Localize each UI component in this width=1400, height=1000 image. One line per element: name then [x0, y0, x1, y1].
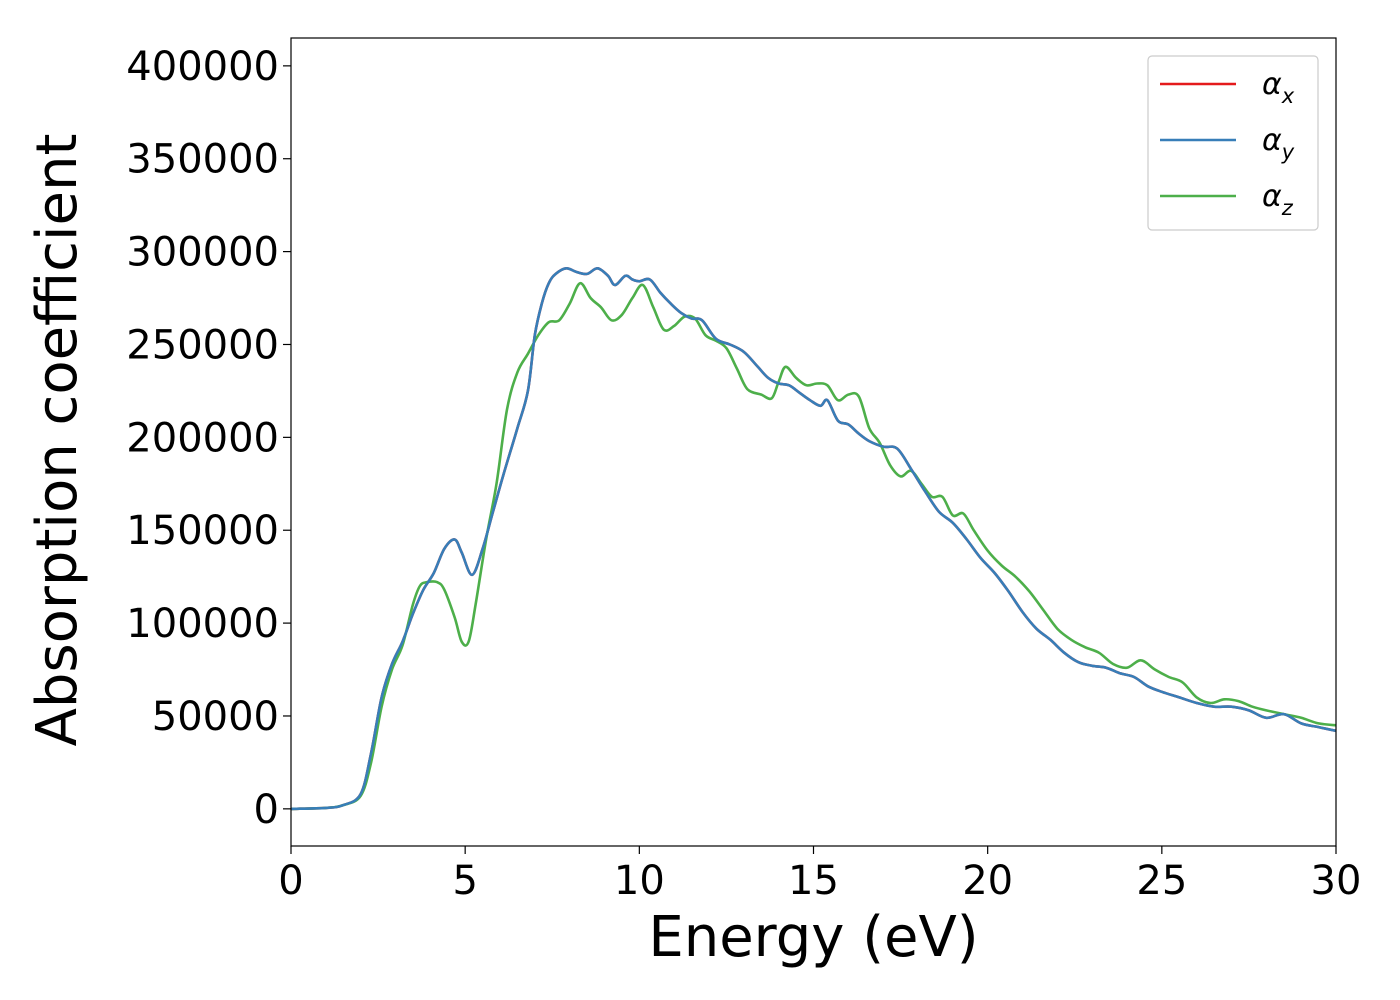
- y-axis-ticks: 0 50000 100000 150000 200000 250000 300000 3500…: [126, 44, 291, 833]
- y-tick-label: 300000: [126, 230, 279, 276]
- x-tick-label: 0: [278, 858, 303, 904]
- series-layer: [291, 266, 1336, 811]
- legend-label-z: αz: [1262, 179, 1294, 220]
- x-tick-label: 30: [1311, 858, 1362, 904]
- y-tick-label: 50000: [152, 694, 279, 740]
- legend: αx αy αz: [1147, 55, 1319, 231]
- legend-box: [1147, 55, 1319, 231]
- y-axis-label: Absorption coefficient: [25, 134, 90, 747]
- y-tick-label: 100000: [126, 601, 279, 647]
- legend-label-y: αy: [1262, 123, 1295, 164]
- x-axis-label: Energy (eV): [648, 905, 978, 970]
- x-tick-label: 25: [1136, 858, 1187, 904]
- series-line-x: [291, 266, 1336, 811]
- y-tick-label: 150000: [126, 508, 279, 554]
- x-tick-label: 5: [452, 858, 477, 904]
- x-tick-label: 10: [614, 858, 665, 904]
- x-tick-label: 15: [788, 858, 839, 904]
- x-axis-ticks: 0 5 10 15 20 25 30: [278, 846, 1361, 904]
- y-tick-label: 250000: [126, 322, 279, 368]
- series-line-y: [291, 266, 1336, 811]
- x-tick-label: 20: [962, 858, 1013, 904]
- y-tick-label: 400000: [126, 44, 279, 90]
- y-tick-label: 0: [254, 787, 279, 833]
- series-line-z: [291, 281, 1336, 811]
- y-tick-label: 350000: [126, 137, 279, 183]
- y-tick-label: 200000: [126, 415, 279, 461]
- legend-label-x: αx: [1262, 67, 1295, 108]
